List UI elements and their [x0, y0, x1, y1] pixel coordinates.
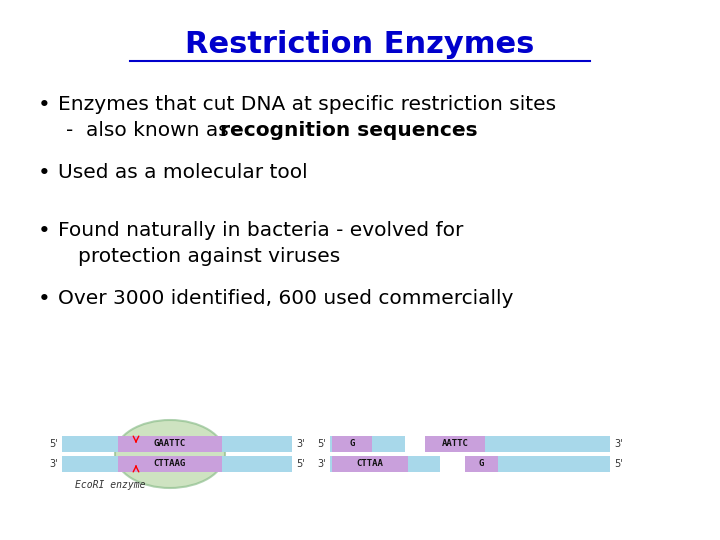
- Text: 3': 3': [296, 439, 305, 449]
- FancyBboxPatch shape: [465, 456, 610, 472]
- Text: Used as a molecular tool: Used as a molecular tool: [58, 163, 307, 182]
- Text: EcoRI enzyme: EcoRI enzyme: [75, 480, 145, 490]
- Text: Over 3000 identified, 600 used commercially: Over 3000 identified, 600 used commercia…: [58, 289, 513, 308]
- FancyBboxPatch shape: [332, 456, 408, 472]
- Text: CTTAAG: CTTAAG: [154, 460, 186, 469]
- FancyBboxPatch shape: [425, 436, 485, 452]
- Text: 3': 3': [318, 459, 326, 469]
- FancyBboxPatch shape: [118, 436, 222, 452]
- Text: CTTAA: CTTAA: [356, 460, 384, 469]
- Text: •: •: [38, 221, 50, 241]
- FancyBboxPatch shape: [332, 436, 372, 452]
- Text: 5': 5': [296, 459, 305, 469]
- FancyBboxPatch shape: [330, 436, 405, 452]
- Text: Restriction Enzymes: Restriction Enzymes: [185, 30, 535, 59]
- Text: -  also known as: - also known as: [66, 121, 235, 140]
- FancyBboxPatch shape: [425, 436, 610, 452]
- Text: 3': 3': [50, 459, 58, 469]
- Text: •: •: [38, 289, 50, 309]
- Text: 5': 5': [49, 439, 58, 449]
- Text: Enzymes that cut DNA at specific restriction sites: Enzymes that cut DNA at specific restric…: [58, 95, 556, 114]
- Text: protection against viruses: protection against viruses: [78, 247, 341, 266]
- Text: G: G: [479, 460, 484, 469]
- Text: 5': 5': [318, 439, 326, 449]
- Text: 3': 3': [614, 439, 623, 449]
- FancyBboxPatch shape: [465, 456, 498, 472]
- Text: G: G: [349, 440, 355, 449]
- FancyBboxPatch shape: [330, 456, 440, 472]
- FancyBboxPatch shape: [118, 456, 222, 472]
- Text: GAATTC: GAATTC: [154, 440, 186, 449]
- Text: •: •: [38, 163, 50, 183]
- Ellipse shape: [115, 420, 225, 488]
- Text: AATTC: AATTC: [441, 440, 469, 449]
- Text: 5': 5': [614, 459, 623, 469]
- Text: recognition sequences: recognition sequences: [220, 121, 477, 140]
- FancyBboxPatch shape: [62, 436, 292, 452]
- Text: Found naturally in bacteria - evolved for: Found naturally in bacteria - evolved fo…: [58, 221, 464, 240]
- Text: •: •: [38, 95, 50, 115]
- FancyBboxPatch shape: [62, 456, 292, 472]
